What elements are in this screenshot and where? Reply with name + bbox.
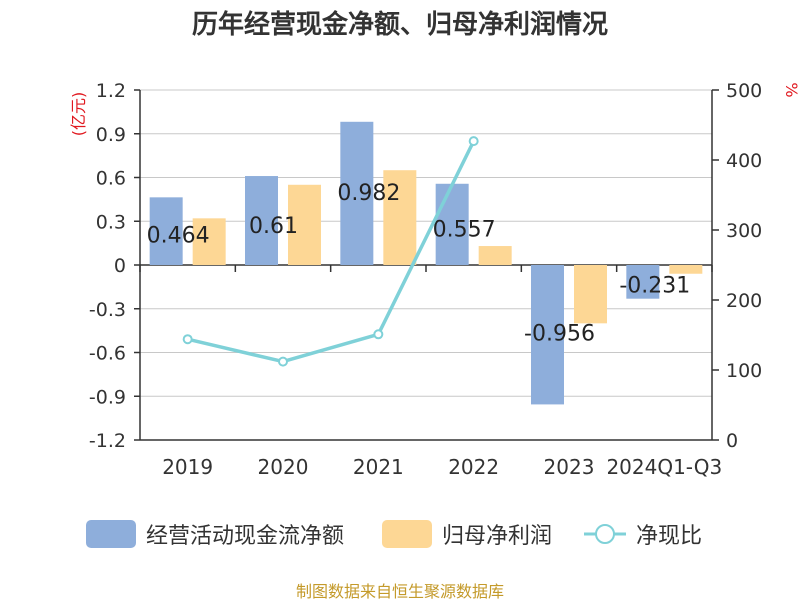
y-left-tick-label: -0.9 bbox=[89, 386, 126, 408]
y-left-unit-label: (亿元) bbox=[69, 92, 88, 137]
y-right-unit-label: % bbox=[782, 82, 800, 97]
y-right-tick-label: 400 bbox=[726, 150, 762, 172]
x-category-label: 2022 bbox=[448, 455, 499, 479]
point-ratio bbox=[278, 356, 288, 367]
line-ratio bbox=[187, 140, 476, 364]
data-label-cash-flow: 0.61 bbox=[249, 214, 298, 239]
data-label-cash-flow: 0.557 bbox=[433, 217, 496, 242]
bar-net-profit bbox=[478, 246, 512, 265]
x-category-label: 2019 bbox=[162, 455, 213, 479]
bar-cash-flow bbox=[435, 183, 469, 265]
bar-cash-flow bbox=[626, 265, 660, 299]
cash-flow-swatch-icon bbox=[86, 520, 136, 548]
y-left-tick-label: -1.2 bbox=[89, 430, 126, 452]
legend-item-net-profit[interactable]: 归母净利润 bbox=[382, 516, 552, 552]
x-category-label: 2020 bbox=[258, 455, 309, 479]
y-left-tick-label: 0 bbox=[114, 255, 126, 277]
y-right-tick-label: 100 bbox=[726, 360, 762, 382]
bar-cash-flow bbox=[245, 176, 278, 265]
x-category-label: 2021 bbox=[353, 455, 404, 479]
legend-item-cash-flow[interactable]: 经营活动现金流净额 bbox=[86, 516, 344, 552]
x-category-label: 2024Q1-Q3 bbox=[606, 455, 722, 479]
bar-cash-flow bbox=[340, 121, 374, 266]
y-left-tick-label: 0.9 bbox=[96, 124, 126, 146]
x-category-label: 2023 bbox=[544, 455, 595, 479]
point-ratio bbox=[373, 329, 384, 340]
chart-title: 历年经营现金净额、归母净利润情况 bbox=[191, 10, 608, 40]
y-left-tick-label: 0.6 bbox=[96, 168, 126, 190]
line-marker-icon bbox=[584, 524, 626, 544]
legend-label-ratio: 净现比 bbox=[636, 524, 703, 549]
bar-net-profit bbox=[192, 218, 226, 265]
bar-cash-flow bbox=[531, 265, 564, 405]
point-ratio bbox=[182, 334, 193, 345]
bar-net-profit bbox=[669, 265, 703, 274]
point-ratio bbox=[468, 136, 479, 147]
y-right-tick-label: 300 bbox=[726, 220, 762, 242]
data-label-cash-flow: -0.956 bbox=[524, 321, 595, 346]
legend-label-cash-flow: 经营活动现金流净额 bbox=[146, 524, 345, 549]
data-label-cash-flow: 0.464 bbox=[147, 224, 210, 249]
y-left-tick-label: -0.6 bbox=[89, 343, 126, 365]
source-note: 制图数据来自恒生聚源数据库 bbox=[295, 582, 504, 601]
bar-net-profit bbox=[574, 265, 607, 324]
y-left-tick-label: 0.3 bbox=[96, 211, 126, 233]
y-left-tick-label: -0.3 bbox=[89, 299, 126, 321]
bar-net-profit bbox=[383, 170, 417, 265]
y-left-tick-label: 1.2 bbox=[96, 80, 126, 102]
data-label-cash-flow: -0.231 bbox=[619, 274, 690, 299]
y-right-tick-label: 0 bbox=[726, 430, 738, 452]
legend-item-ratio[interactable]: 净现比 bbox=[582, 516, 702, 552]
legend: 经营活动现金流净额 归母净利润 净现比 bbox=[0, 516, 800, 552]
bar-net-profit bbox=[288, 184, 321, 265]
legend-label-net-profit: 归母净利润 bbox=[442, 524, 553, 549]
data-label-cash-flow: 0.982 bbox=[337, 181, 400, 206]
net-profit-swatch-icon bbox=[382, 520, 432, 548]
bar-cash-flow bbox=[149, 197, 183, 265]
y-right-tick-label: 500 bbox=[726, 80, 762, 102]
y-right-tick-label: 200 bbox=[726, 290, 762, 312]
